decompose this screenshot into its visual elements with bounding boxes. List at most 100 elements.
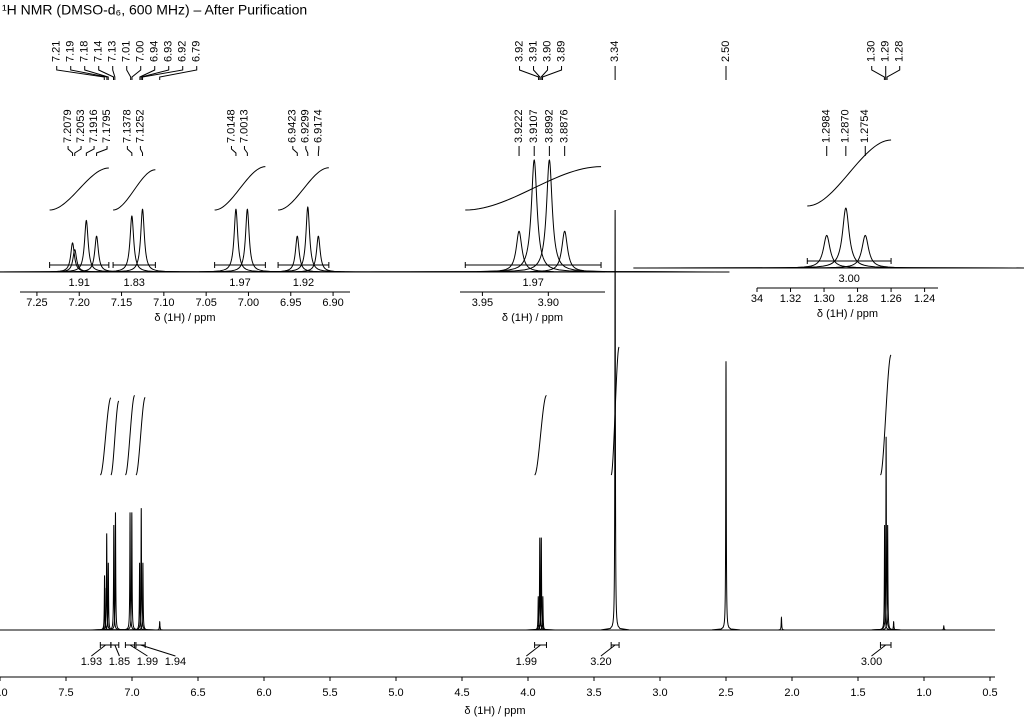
peak-label: 3.9107	[528, 109, 540, 143]
integral-curve	[125, 395, 135, 476]
peak-leader	[243, 146, 248, 156]
x-tick-label: 3.95	[472, 297, 493, 309]
peak-label: 7.21	[51, 41, 63, 62]
integral-label: 3.00	[838, 273, 859, 285]
x-tick-label: 7.15	[111, 297, 132, 309]
peak-leader	[139, 66, 156, 80]
peak-leader	[540, 66, 549, 80]
peak-label: 3.8992	[543, 109, 555, 143]
peak-leader	[886, 66, 901, 80]
peak-label: 7.18	[79, 41, 91, 62]
x-tick-label: 7.10	[153, 297, 174, 309]
peak-leader	[84, 66, 109, 80]
integral-curve	[110, 400, 120, 476]
peak	[0, 219, 193, 273]
integral-curve	[534, 394, 547, 476]
integral-leader	[600, 644, 616, 657]
peak	[873, 524, 902, 631]
integral-curve	[807, 139, 892, 207]
x-tick-label: 1.32	[780, 293, 801, 305]
integral-curve	[880, 354, 892, 476]
peak-label: 6.9423	[287, 109, 299, 143]
peak-label: 2.50	[720, 41, 732, 62]
peak	[354, 230, 684, 273]
peak-leader	[98, 66, 115, 80]
peak	[0, 235, 203, 273]
peak	[652, 207, 1024, 269]
peak-leader	[533, 66, 541, 80]
integral-leader	[114, 644, 120, 657]
x-tick-label: 7.05	[195, 297, 216, 309]
peak-label: 6.9174	[313, 109, 325, 143]
peak	[201, 206, 414, 273]
integral-bar	[214, 262, 266, 268]
peak	[879, 620, 908, 631]
peak-label: 7.0148	[225, 109, 237, 143]
peak-label: 3.8876	[559, 109, 571, 143]
peak	[525, 537, 554, 631]
peak-label: 7.1252	[134, 109, 146, 143]
peak-label: 3.90	[541, 41, 553, 62]
integral-label: 1.99	[137, 656, 158, 668]
peak-label: 1.2984	[821, 109, 833, 143]
x-tick-label: 4.5	[454, 687, 469, 699]
peak-leader	[871, 66, 885, 80]
peak-leader	[96, 146, 108, 156]
x-tick-label: 1.5	[850, 687, 865, 699]
integral-curve	[278, 167, 329, 211]
x-tick-label: 8.0	[0, 687, 8, 699]
peak	[141, 208, 354, 273]
x-tick-label: 1.24	[914, 293, 935, 305]
peak-leader	[70, 66, 108, 80]
x-tick-label: 3.90	[538, 297, 559, 309]
integral-curve	[214, 166, 266, 211]
x-tick-label: 3.5	[586, 687, 601, 699]
peak-label: 7.13	[107, 41, 119, 62]
peak	[128, 562, 157, 631]
peak	[101, 512, 130, 631]
integral-leader	[129, 644, 148, 657]
peak-leader	[159, 66, 198, 80]
peak	[191, 235, 404, 273]
integral-curve	[465, 166, 602, 211]
peak	[99, 524, 128, 631]
peak-label: 7.1916	[88, 109, 100, 143]
peak-leader	[142, 66, 184, 80]
peak	[117, 512, 146, 631]
peak-label: 6.93	[163, 41, 175, 62]
x-tick-label: 6.0	[256, 687, 271, 699]
integral-curve	[100, 397, 112, 476]
peak	[711, 361, 741, 631]
peak-label: 7.1378	[121, 109, 133, 143]
integral-bar	[112, 262, 156, 268]
x-tick-label: 6.90	[322, 297, 343, 309]
chart-title: ¹H NMR (DMSO-d₆, 600 MHz) – After Purifi…	[2, 2, 307, 18]
peak-label: 3.34	[609, 41, 621, 62]
x-tick-label: 0.5	[982, 687, 997, 699]
peak	[145, 620, 174, 631]
x-tick-label: 34	[751, 293, 763, 305]
peak	[92, 533, 121, 631]
peak	[0, 249, 181, 273]
x-tick-label: 5.0	[388, 687, 403, 699]
peak-leader	[56, 66, 105, 80]
peak-leader	[126, 146, 133, 156]
peak-label: 3.92	[513, 41, 525, 62]
peak-label: 1.28	[894, 41, 906, 62]
peak-label: 3.9222	[513, 109, 525, 143]
peak-label: 1.30	[866, 41, 878, 62]
peak-leader	[292, 146, 298, 156]
peak-label: 7.00	[135, 41, 147, 62]
x-tick-label: 5.5	[322, 687, 337, 699]
x-axis-label: δ (1H) / ppm	[502, 312, 563, 324]
integral-label: 1.97	[522, 277, 543, 289]
peak-label: 6.79	[191, 41, 203, 62]
peak-label: 6.94	[149, 41, 161, 62]
peak	[633, 234, 1021, 269]
peak-leader	[85, 146, 95, 156]
x-tick-label: 7.20	[69, 297, 90, 309]
x-axis-label: δ (1H) / ppm	[154, 312, 215, 324]
integral-bar	[277, 262, 330, 268]
peak	[527, 537, 556, 631]
x-tick-label: 7.00	[238, 297, 259, 309]
